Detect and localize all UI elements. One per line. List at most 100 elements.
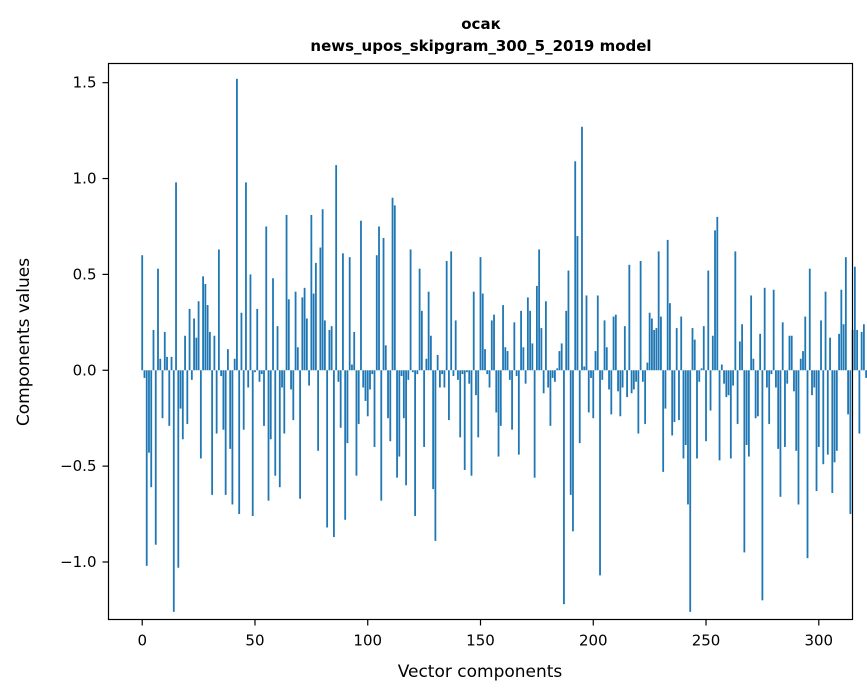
bar xyxy=(682,370,685,459)
bar xyxy=(274,370,277,476)
bar xyxy=(770,370,773,375)
bar xyxy=(337,370,340,382)
bar xyxy=(678,370,680,421)
bar xyxy=(619,370,622,417)
bar xyxy=(157,268,159,371)
bar xyxy=(195,337,198,371)
bar xyxy=(572,370,574,532)
bar xyxy=(199,370,202,459)
bar xyxy=(418,268,421,371)
bar xyxy=(858,370,861,434)
bar xyxy=(808,268,811,371)
bar xyxy=(560,343,563,371)
bar xyxy=(551,370,554,378)
bar xyxy=(351,364,353,371)
bar xyxy=(675,328,678,371)
bar xyxy=(208,331,211,371)
bar xyxy=(317,370,320,451)
bar xyxy=(806,370,809,559)
bar xyxy=(583,366,586,371)
bar xyxy=(172,370,175,612)
bar xyxy=(578,370,581,444)
bar xyxy=(707,270,710,371)
bar xyxy=(644,370,647,424)
bar xyxy=(360,220,362,371)
bar xyxy=(378,226,380,371)
bar xyxy=(853,266,856,371)
bar xyxy=(319,247,322,371)
bar xyxy=(211,370,214,495)
bar xyxy=(427,291,430,371)
bar xyxy=(265,226,268,371)
bar xyxy=(849,370,852,515)
bar xyxy=(844,257,847,371)
bar xyxy=(170,356,173,371)
bar xyxy=(862,324,865,371)
x-axis-label: Vector components xyxy=(398,662,563,682)
bar xyxy=(605,347,608,371)
bar xyxy=(718,370,721,461)
bar xyxy=(452,370,455,377)
bar xyxy=(517,370,520,455)
bar xyxy=(860,331,863,371)
bar xyxy=(457,370,459,380)
bar xyxy=(754,370,757,419)
bar xyxy=(263,370,265,426)
bar xyxy=(276,326,279,371)
bar xyxy=(389,370,392,442)
bar xyxy=(229,370,232,449)
bar xyxy=(790,335,793,371)
bar xyxy=(504,347,507,371)
bar xyxy=(601,370,604,380)
bar xyxy=(508,370,511,380)
bar xyxy=(402,370,405,419)
bar xyxy=(533,370,536,478)
bar xyxy=(815,370,818,492)
bar xyxy=(811,370,813,396)
bar xyxy=(461,370,464,375)
bar xyxy=(233,358,236,371)
bar xyxy=(423,370,426,447)
bar xyxy=(436,354,439,371)
bar xyxy=(420,310,423,371)
bar xyxy=(292,370,295,421)
bar xyxy=(193,318,195,371)
bar xyxy=(148,370,150,453)
bar xyxy=(702,326,705,371)
bar xyxy=(181,370,184,440)
bar xyxy=(655,328,658,371)
bar xyxy=(490,320,493,371)
bar xyxy=(242,370,245,430)
bar xyxy=(738,341,741,371)
bar xyxy=(766,370,768,388)
bar xyxy=(671,370,674,436)
bar xyxy=(468,370,471,384)
bar xyxy=(287,299,290,371)
bar xyxy=(599,370,601,576)
bar xyxy=(411,370,414,373)
bar xyxy=(630,370,633,394)
bar xyxy=(669,303,671,371)
bar xyxy=(727,370,730,396)
bar xyxy=(479,257,482,371)
bar xyxy=(251,370,254,516)
bar xyxy=(522,347,525,371)
chart-title-line-2: news_upos_skipgram_300_5_2019 model xyxy=(310,37,651,55)
bar xyxy=(529,310,532,371)
bar xyxy=(829,337,831,371)
bar xyxy=(339,370,342,428)
bar xyxy=(687,370,689,505)
bar xyxy=(448,370,450,421)
bar xyxy=(384,345,387,371)
bar xyxy=(779,370,782,497)
bar xyxy=(531,343,534,371)
bar xyxy=(612,316,615,371)
bar xyxy=(632,370,635,390)
bar xyxy=(206,305,209,371)
bar xyxy=(488,370,491,388)
y-axis-label: Components values xyxy=(14,258,34,426)
bar xyxy=(245,182,247,371)
bar xyxy=(202,276,204,371)
bar xyxy=(283,370,286,434)
bar xyxy=(323,320,326,371)
